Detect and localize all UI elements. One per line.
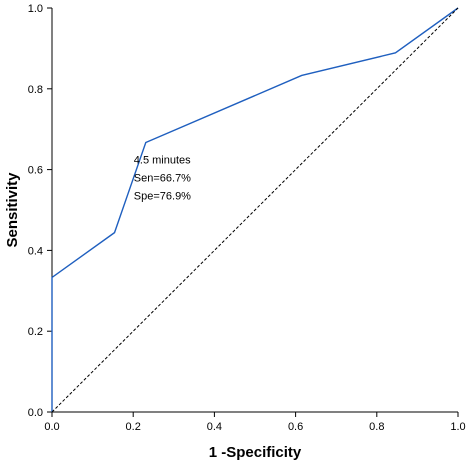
x-axis-title: 1 -Specificity <box>209 444 302 461</box>
x-tick-label: 0.8 <box>369 421 384 433</box>
annotation-line: Sen=66.7% <box>134 173 191 185</box>
annotation-line: Spe=76.9% <box>134 191 191 203</box>
y-tick-label: 0.0 <box>28 407 43 419</box>
x-tick-label: 0.2 <box>126 421 141 433</box>
reference-line <box>51 7 459 413</box>
y-tick-label: 0.6 <box>28 165 43 177</box>
annotation-layer: 4.5 minutes Sen=66.7% Spe=76.9% <box>134 155 191 203</box>
y-ticks: 0.0 0.2 0.4 0.6 0.8 1.0 <box>28 3 52 419</box>
y-tick-label: 0.8 <box>28 84 43 96</box>
x-tick-label: 1.0 <box>450 421 465 433</box>
annotation-line: 4.5 minutes <box>134 155 191 167</box>
axes: 0.0 0.2 0.4 0.6 0.8 1.0 0.0 0.2 0.4 0.6 0.8 1.0 <box>28 3 466 433</box>
y-tick-label: 0.4 <box>28 245 43 257</box>
x-tick-label: 0.6 <box>288 421 303 433</box>
y-tick-label: 0.2 <box>28 326 43 338</box>
x-tick-label: 0.0 <box>44 421 59 433</box>
x-ticks: 0.0 0.2 0.4 0.6 0.8 1.0 <box>44 412 466 433</box>
y-tick-label: 1.0 <box>28 3 43 15</box>
series-layer <box>51 7 459 413</box>
roc-curve <box>51 7 459 412</box>
x-tick-label: 0.4 <box>207 421 222 433</box>
y-axis-title: Sensitivity <box>4 172 21 248</box>
